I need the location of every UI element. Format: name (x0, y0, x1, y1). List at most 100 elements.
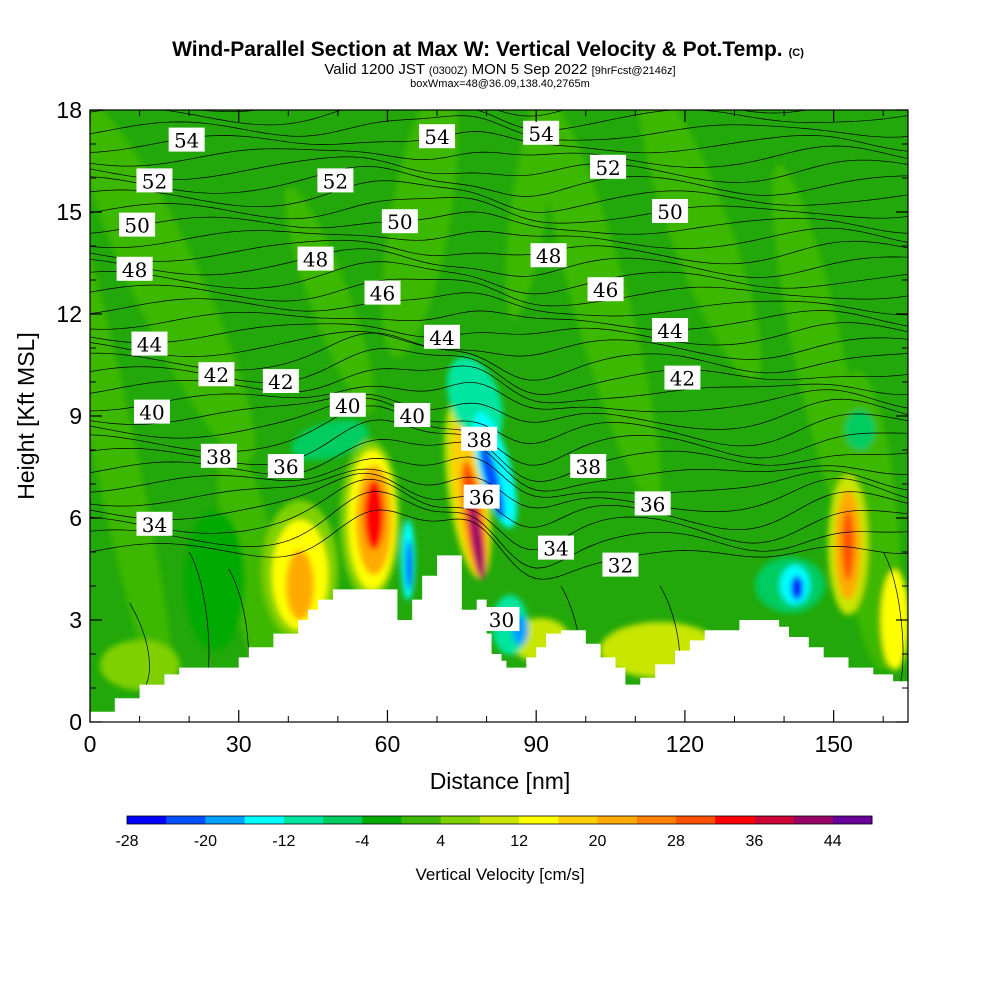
contour-label: 32 (602, 552, 639, 578)
contour-label: 30 (483, 607, 520, 632)
isentrope-line (90, 145, 908, 168)
velocity-cell (364, 480, 384, 550)
colorbar-tick-label: -4 (355, 833, 369, 850)
y-tick-label: 3 (69, 607, 82, 633)
contour-label: 52 (136, 168, 173, 193)
isentrope-line (882, 551, 904, 689)
colorbar-swatch (832, 816, 873, 824)
y-tick-label: 18 (56, 97, 82, 123)
colorbar: -28 -20 -12 -4 4 12 20 28 36 44 (115, 815, 873, 850)
isentrope-line (90, 509, 908, 580)
isentrope-line (90, 166, 908, 197)
isentrope-line (90, 397, 908, 447)
x-tick-label: 30 (226, 731, 252, 757)
colorbar-swatch (479, 816, 520, 824)
isentrope-line (90, 156, 908, 183)
velocity-cell (881, 570, 908, 670)
colorbar-swatch (401, 816, 442, 824)
svg-text:40: 40 (400, 404, 425, 428)
contour-label: 46 (587, 277, 624, 302)
colorbar-tick-label: -28 (115, 833, 138, 850)
y-tick-label: 15 (56, 199, 82, 225)
isentrope-line (90, 248, 908, 278)
colorbar-swatch (323, 816, 363, 824)
isentrope-line (90, 278, 908, 307)
contour-label: 42 (198, 362, 235, 387)
svg-text:44: 44 (657, 319, 682, 343)
colorbar-swatch (793, 816, 834, 824)
velocity-cell (845, 410, 875, 450)
colorbar-tick-label: 4 (436, 833, 445, 850)
isentrope-line (90, 331, 908, 360)
contour-label: 48 (530, 243, 567, 268)
isentrope-line (90, 227, 908, 249)
y-tick-label: 0 (69, 709, 82, 735)
contour-label: 48 (297, 246, 334, 272)
contour-label: 50 (652, 199, 689, 224)
colorbar-swatch (636, 816, 677, 824)
contour-label: 38 (200, 443, 237, 469)
svg-text:52: 52 (323, 169, 348, 193)
contour-label: 46 (364, 280, 401, 306)
svg-text:34: 34 (543, 537, 568, 561)
colorbar-swatch (244, 816, 285, 824)
colorbar-tick-label: 36 (745, 833, 763, 850)
colorbar-swatch (205, 816, 246, 824)
svg-text:36: 36 (469, 486, 494, 510)
svg-text:40: 40 (335, 394, 360, 418)
x-tick-label: 0 (84, 731, 97, 757)
colorbar-tick-label: -12 (272, 833, 295, 850)
contour-label: 34 (538, 535, 575, 561)
isentrope-line (90, 472, 908, 531)
terrain (90, 555, 908, 722)
contour-label: 44 (423, 324, 460, 350)
colorbar-swatch (166, 816, 206, 824)
colorbar-swatch (440, 816, 481, 824)
contour-label: 42 (664, 365, 701, 391)
isentrope-line (90, 322, 908, 346)
isentrope-line (90, 110, 908, 131)
contour-label: 54 (168, 127, 205, 153)
colorbar-swatch (597, 816, 638, 824)
y-axis-label: Height [Kft MSL] (13, 332, 39, 499)
isentrope-line (90, 197, 908, 224)
contour-label: 38 (461, 426, 498, 452)
svg-text:34: 34 (142, 513, 167, 537)
colorbar-tick-label: 12 (510, 833, 528, 850)
contour-label: 38 (570, 454, 607, 479)
colorbar-swatch (715, 816, 755, 824)
velocity-cell (185, 510, 245, 650)
chart-subtitle-2: boxWmax=48@36.09,138.40,2765m (410, 78, 590, 90)
colorbar-tick-label: 20 (589, 833, 607, 850)
contour-label: 40 (133, 399, 170, 425)
isentrope-line (90, 381, 908, 413)
isentrope-line (90, 310, 908, 331)
isentrope-line (90, 393, 908, 430)
svg-text:48: 48 (122, 258, 147, 282)
x-tick-label: 90 (523, 731, 549, 757)
svg-text:54: 54 (528, 122, 553, 146)
isentrope-line (90, 456, 908, 498)
svg-text:46: 46 (593, 278, 618, 302)
velocity-cell (291, 419, 369, 461)
isentrope-line (90, 292, 908, 317)
title-tag: (C) (789, 47, 805, 59)
svg-text:32: 32 (608, 554, 633, 578)
contour-label: 42 (262, 369, 299, 394)
svg-text:38: 38 (576, 455, 601, 479)
velocity-cell (284, 187, 376, 413)
contour-label: 40 (394, 403, 431, 428)
x-tick-label: 120 (666, 731, 704, 757)
velocity-cell (381, 110, 459, 358)
contour-label: 54 (523, 120, 560, 146)
colorbar-tick-label: -20 (194, 833, 217, 850)
isentrope-line (90, 478, 908, 551)
contour-label: 50 (119, 212, 156, 238)
svg-text:38: 38 (466, 428, 491, 452)
isentrope-line (90, 131, 908, 154)
contour-label: 44 (652, 318, 689, 343)
colorbar-swatch (127, 816, 167, 824)
svg-text:36: 36 (640, 492, 665, 516)
colorbar-swatch (283, 816, 324, 824)
plot-area: 54 54 54 52 52 52 50 50 50 48 48 48 46 46 44 44 44 42 42 42… (90, 110, 908, 722)
